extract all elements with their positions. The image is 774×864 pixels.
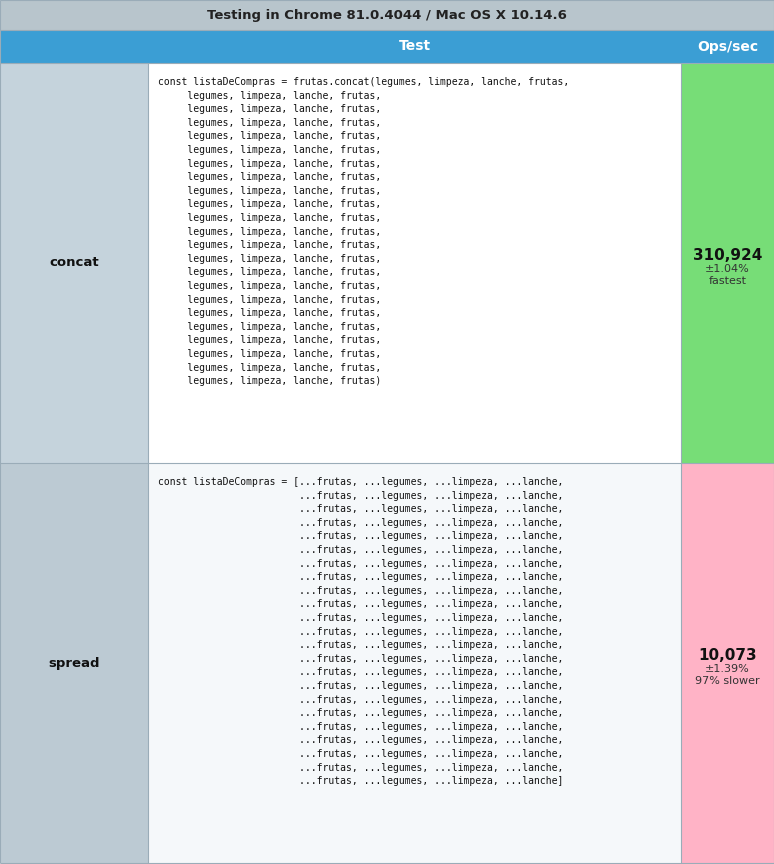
Bar	[0, 463, 148, 863]
Text: Testing in Chrome 81.0.4044 / Mac OS X 10.14.6: Testing in Chrome 81.0.4044 / Mac OS X 1…	[207, 9, 567, 22]
Text: 10,073: 10,073	[698, 647, 757, 663]
Text: concat: concat	[50, 257, 99, 270]
Text: fastest: fastest	[708, 276, 746, 286]
Text: Ops/sec: Ops/sec	[697, 40, 758, 54]
Bar	[0, 30, 774, 63]
Bar	[681, 63, 774, 463]
Text: Test: Test	[399, 40, 430, 54]
Text: 97% slower: 97% slower	[695, 676, 760, 686]
Bar	[0, 63, 148, 463]
Text: ±1.04%: ±1.04%	[705, 264, 750, 274]
Text: const listaDeCompras = frutas.concat(legumes, limpeza, lanche, frutas,
     legu: const listaDeCompras = frutas.concat(leg…	[158, 77, 569, 386]
Bar	[681, 463, 774, 863]
Bar	[148, 463, 681, 863]
Text: 310,924: 310,924	[693, 247, 762, 263]
Text: const listaDeCompras = [...frutas, ...legumes, ...limpeza, ...lanche,
          : const listaDeCompras = [...frutas, ...le…	[158, 477, 563, 786]
Text: spread: spread	[48, 657, 100, 670]
Text: ±1.39%: ±1.39%	[705, 664, 750, 674]
Bar	[148, 63, 681, 463]
Bar	[0, 0, 774, 30]
